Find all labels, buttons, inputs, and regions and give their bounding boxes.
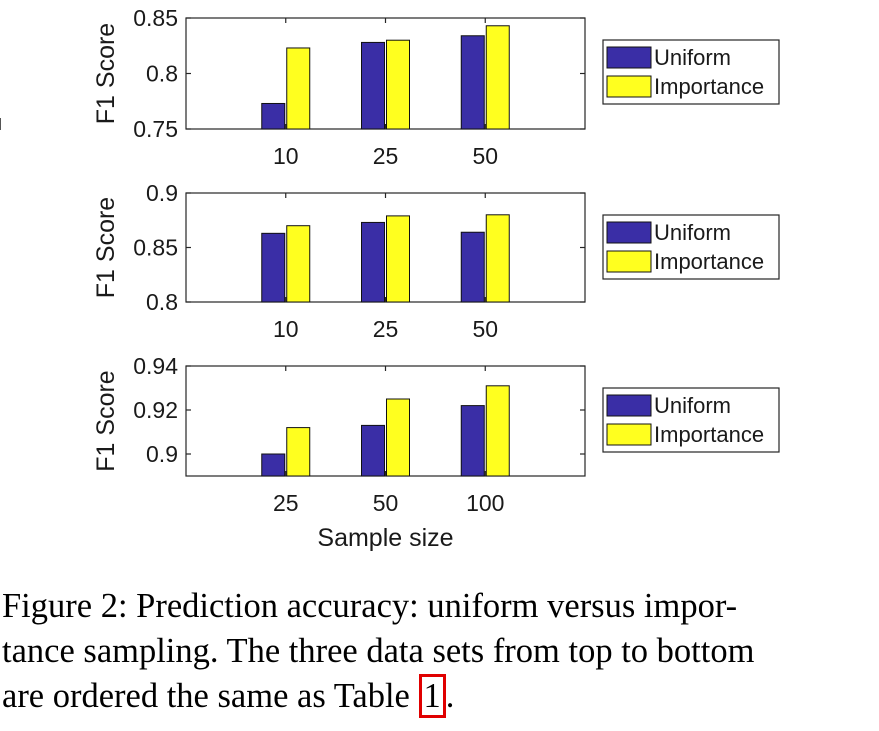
y-axis-label: F1 Score <box>92 197 120 298</box>
y-axis-label: F1 Score <box>92 23 120 124</box>
y-tick-label: 0.92 <box>133 397 178 423</box>
bar-importance-50 <box>485 25 510 130</box>
bar-uniform-10 <box>261 232 286 303</box>
y-tick-label: 0.94 <box>133 353 178 379</box>
legend: Uniform Importance <box>602 39 780 105</box>
legend-label-importance: Importance <box>654 249 764 274</box>
x-tick-label: 25 <box>373 316 399 342</box>
y-tick-label: 0.8 <box>146 289 178 315</box>
y-tick-label: 0.9 <box>146 180 178 206</box>
legend-swatch-uniform <box>606 46 652 69</box>
y-tick-label: 0.85 <box>133 5 178 31</box>
chart-panel-2: 0.8 0.85 0.9 F1 Score 10 25 50 Uniform Importanc… <box>92 180 780 342</box>
caption-line-3: are ordered the same as Table 1. <box>2 674 874 719</box>
legend-label-importance: Importance <box>654 422 764 447</box>
y-tick-label: 0.75 <box>133 116 178 142</box>
legend-swatch-uniform <box>606 394 652 417</box>
x-tick-label: 100 <box>466 490 504 516</box>
figure-caption: Figure 2: Prediction accuracy: uniform v… <box>2 584 874 719</box>
x-tick-label: 50 <box>472 143 498 169</box>
legend-swatch-importance <box>606 250 652 273</box>
bar-importance-50 <box>485 214 510 303</box>
bar-importance-25 <box>386 215 410 303</box>
bar-uniform-25 <box>361 221 385 303</box>
x-tick-label: 25 <box>373 143 399 169</box>
x-tick-label: 50 <box>373 490 399 516</box>
legend-label-uniform: Uniform <box>654 393 731 418</box>
bar-importance-50 <box>386 398 410 477</box>
bar-importance-100 <box>485 385 510 477</box>
x-tick-label: 25 <box>273 490 299 516</box>
legend-swatch-importance <box>606 75 652 98</box>
bar-uniform-50 <box>460 35 485 130</box>
legend-label-uniform: Uniform <box>654 220 731 245</box>
x-axis-label: Sample size <box>317 524 453 552</box>
x-tick-label: 10 <box>273 143 299 169</box>
axes-box <box>185 17 586 130</box>
caption-line-1: Figure 2: Prediction accuracy: uniform v… <box>2 587 738 625</box>
bar-importance-10 <box>286 47 311 130</box>
legend-label-importance: Importance <box>654 74 764 99</box>
table-reference-link[interactable]: 1 <box>418 674 446 718</box>
caption-line-2: tance sampling. The three data sets from… <box>2 632 755 670</box>
bar-importance-10 <box>286 225 311 303</box>
y-tick-label: 0.85 <box>133 235 178 261</box>
bar-importance-25 <box>386 39 410 130</box>
bar-uniform-10 <box>261 102 286 130</box>
y-tick-label: 0.9 <box>146 441 178 467</box>
bar-importance-25 <box>286 427 311 477</box>
axes-box <box>185 192 586 303</box>
y-axis-label: F1 Score <box>92 370 120 471</box>
axes-box <box>185 365 586 477</box>
y-tick-label: 0.8 <box>146 61 178 87</box>
caption-line-3-text: are ordered the same as Table <box>2 677 419 715</box>
legend-swatch-uniform <box>606 221 652 244</box>
bar-uniform-25 <box>361 41 385 130</box>
chart-panel-1: 0.75 0.8 0.85 F1 Score 10 25 50 Uniform Importan… <box>92 5 780 169</box>
x-tick-label: 50 <box>472 316 498 342</box>
bar-uniform-50 <box>361 424 385 477</box>
legend-swatch-importance <box>606 423 652 446</box>
bar-uniform-50 <box>460 231 485 303</box>
legend: Uniform Importance <box>602 387 780 453</box>
x-tick-label: 10 <box>273 316 299 342</box>
figure-charts: 0.75 0.8 0.85 F1 Score 10 25 50 Uniform Importan… <box>0 5 780 552</box>
legend-label-uniform: Uniform <box>654 45 731 70</box>
chart-panel-3: 0.9 0.92 0.94 F1 Score 25 50 100 Sample size Uni… <box>92 353 780 552</box>
bar-uniform-100 <box>460 405 485 477</box>
caption-line-3-end: . <box>445 677 455 715</box>
bar-uniform-25 <box>261 453 286 477</box>
legend: Uniform Importance <box>602 214 780 280</box>
